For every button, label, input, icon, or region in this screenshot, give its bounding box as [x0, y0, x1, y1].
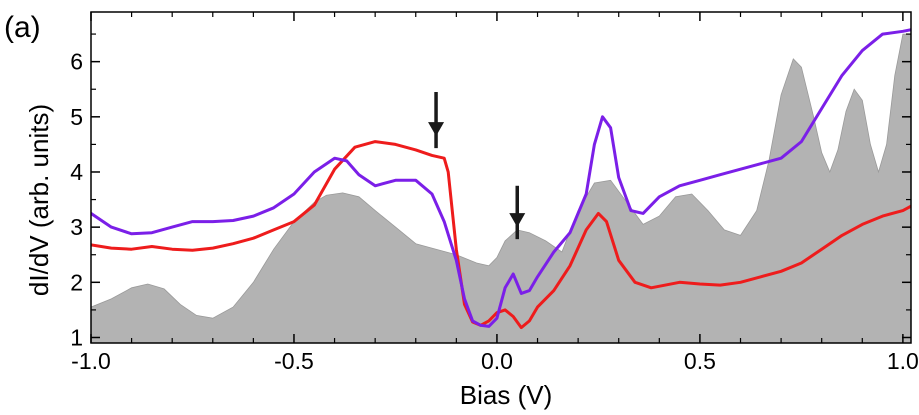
x-axis-title: Bias (V) — [460, 380, 552, 410]
plot-frame — [90, 11, 912, 344]
x-tick-label: -0.5 — [274, 348, 314, 374]
x-tick-label: 0.5 — [684, 348, 716, 374]
y-tick-label: 3 — [70, 214, 83, 240]
axes: -1.0 -0.5 0.0 0.5 1.0 1 2 3 4 5 6 — [70, 11, 919, 374]
y-axis-title: dI/dV (arb. units) — [24, 104, 54, 296]
series-red-line — [91, 140, 911, 330]
y-tick-label: 5 — [70, 104, 83, 130]
arrow-1-head — [428, 122, 445, 137]
series-shaded-area — [91, 33, 911, 343]
x-tick-label: -1.0 — [71, 348, 111, 374]
arrow-2-head — [509, 213, 526, 228]
panel-label: (a) — [4, 11, 41, 44]
y-tick-label: 1 — [70, 324, 83, 350]
series-purple-line — [91, 28, 911, 328]
x-tick-label: 1.0 — [887, 348, 919, 374]
plot-area — [91, 28, 911, 343]
x-tick-label: 0.0 — [481, 348, 513, 374]
y-tick-label: 4 — [70, 159, 83, 185]
plot-clipped-group — [91, 28, 911, 343]
y-tick-label: 2 — [70, 269, 83, 295]
y-tick-label: 6 — [70, 49, 83, 75]
